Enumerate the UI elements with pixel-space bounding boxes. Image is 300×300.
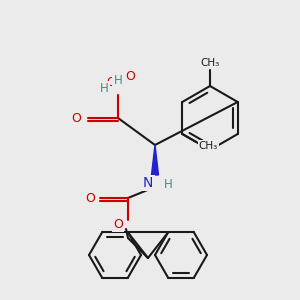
Text: CH₃: CH₃ — [199, 141, 218, 151]
Text: H: H — [114, 74, 122, 86]
Text: N: N — [143, 176, 153, 190]
Text: H: H — [164, 178, 172, 191]
Text: OH: OH — [106, 76, 124, 88]
Text: O: O — [125, 70, 135, 83]
Text: O: O — [71, 112, 81, 125]
Text: O: O — [85, 193, 95, 206]
Polygon shape — [152, 145, 158, 175]
Text: H: H — [100, 82, 108, 95]
Text: CH₃: CH₃ — [200, 58, 220, 68]
Text: O: O — [113, 218, 123, 230]
